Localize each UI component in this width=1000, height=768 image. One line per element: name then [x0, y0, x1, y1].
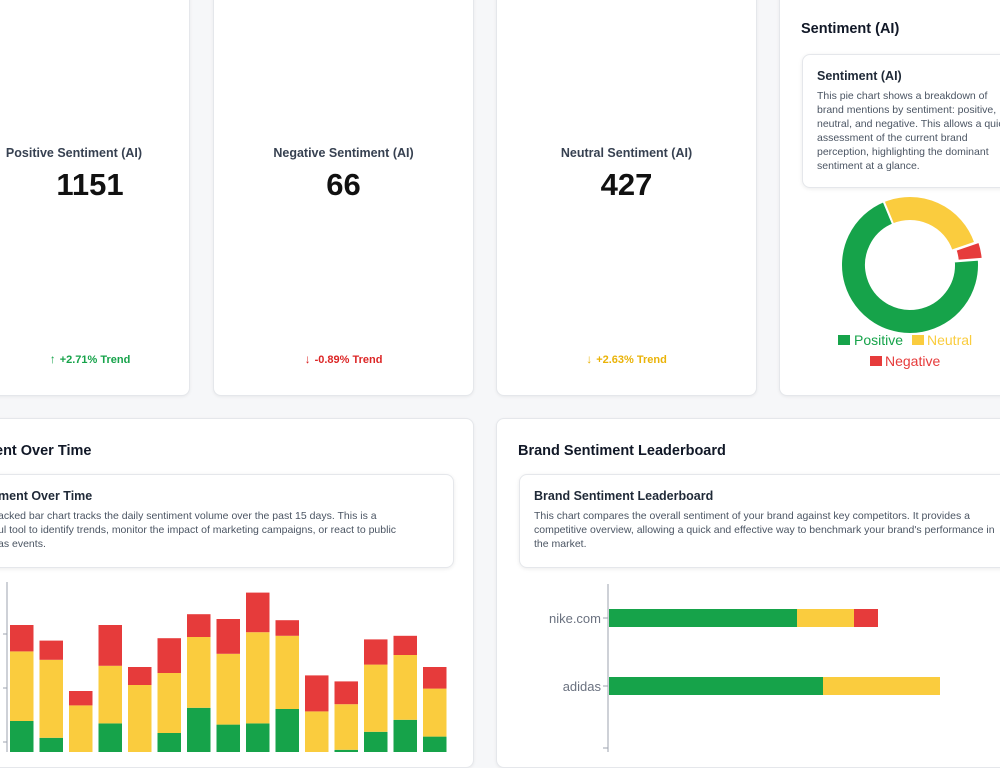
info-box: Brand Sentiment Leaderboard This chart c… [519, 474, 1000, 568]
info-description: acked bar chart tracks the daily sentime… [0, 510, 397, 550]
legend-label-negative: Negative [885, 353, 940, 369]
sentiment-pie-card: Sentiment (AI) Sentiment (AI) This pie c… [779, 0, 1000, 396]
bar-segment-negative[interactable] [334, 681, 359, 705]
bar-segment-negative[interactable] [39, 640, 64, 660]
bar-segment-neutral[interactable] [39, 659, 64, 738]
bar-segment-negative[interactable] [854, 609, 878, 627]
brand-label: adidas [563, 679, 602, 694]
bar-segment-negative[interactable] [423, 667, 447, 689]
bar-segment-neutral[interactable] [246, 632, 270, 724]
kpi-card-neutral: Neutral Sentiment (AI) 427 ↓ +2.63% Trend [496, 0, 757, 396]
bar-segment-negative[interactable] [157, 638, 182, 673]
pie-slice-neutral[interactable] [882, 195, 977, 252]
bar-segment-positive[interactable] [157, 733, 182, 752]
bar-segment-neutral[interactable] [128, 685, 152, 752]
info-box: Sentiment (AI) This pie chart shows a br… [802, 54, 1000, 188]
kpi-card-positive: Positive Sentiment (AI) 1151 ↑ +2.71% Tre… [0, 0, 190, 396]
bar-segment-neutral[interactable] [275, 635, 300, 709]
trend-down-icon: ↓ [304, 352, 311, 366]
bar-segment-neutral[interactable] [823, 677, 940, 695]
bar-segment-positive[interactable] [98, 723, 123, 752]
bar-segment-positive[interactable] [334, 749, 359, 752]
info-box: ment Over Time acked bar chart tracks th… [0, 474, 454, 568]
kpi-label: Neutral Sentiment (AI) [560, 146, 693, 160]
bar-segment-positive[interactable] [39, 737, 64, 752]
bar-segment-negative[interactable] [216, 619, 241, 654]
legend-swatch-positive [838, 335, 850, 345]
bar-segment-negative[interactable] [98, 625, 123, 666]
brand-label: nike.com [549, 611, 601, 626]
info-title: ment Over Time [0, 489, 93, 503]
kpi-card-negative: Negative Sentiment (AI) 66 ↓ -0.89% Trend [213, 0, 474, 396]
bar-segment-positive[interactable] [187, 707, 211, 752]
trend-text: -0.89% Trend [314, 354, 383, 366]
bar-segment-negative[interactable] [305, 675, 329, 712]
bar-segment-neutral[interactable] [364, 664, 388, 732]
bar-segment-negative[interactable] [275, 620, 300, 636]
info-description: This chart compares the overall sentimen… [534, 510, 995, 550]
bar-segment-neutral[interactable] [797, 609, 854, 627]
kpi-label: Positive Sentiment (AI) [5, 146, 143, 160]
kpi-label: Negative Sentiment (AI) [273, 146, 414, 160]
bar-segment-positive[interactable] [393, 719, 418, 752]
kpi-value: 66 [326, 167, 361, 202]
bar-segment-neutral[interactable] [187, 637, 211, 708]
bar-segment-neutral[interactable] [393, 655, 418, 720]
pie-slice-positive[interactable] [840, 199, 980, 335]
kpi-trend: ↑ +2.71% Trend [0, 352, 189, 366]
legend-label-positive: Positive [854, 332, 903, 348]
bar-segment-neutral[interactable] [305, 711, 329, 752]
bar-segment-positive[interactable] [423, 736, 447, 752]
bar-segment-neutral[interactable] [157, 673, 182, 733]
bar-segment-negative[interactable] [128, 667, 152, 685]
bar-segment-positive[interactable] [246, 723, 270, 752]
trend-text: +2.63% Trend [596, 354, 667, 366]
info-description: This pie chart shows a breakdown of bran… [817, 90, 1000, 172]
sentiment-donut-chart: Positive Neutral Negative [838, 195, 984, 369]
card-title: Sentiment (AI) [801, 21, 900, 37]
leaderboard-card: Brand Sentiment Leaderboard Brand Sentim… [496, 418, 1000, 768]
bar-segment-negative[interactable] [69, 691, 93, 706]
bar-segment-positive[interactable] [275, 709, 300, 752]
kpi-trend: ↓ +2.63% Trend [497, 352, 756, 366]
card-title: ent Over Time [0, 443, 92, 459]
trend-up-icon: ↑ [49, 352, 56, 366]
bar-segment-negative[interactable] [187, 614, 211, 637]
info-title: Brand Sentiment Leaderboard [534, 489, 714, 503]
stacked-bar-chart [3, 582, 447, 752]
bar-segment-negative[interactable] [364, 639, 388, 665]
bar-segment-neutral[interactable] [69, 705, 93, 752]
legend-swatch-neutral [912, 335, 924, 345]
info-title: Sentiment (AI) [817, 69, 902, 83]
bar-segment-positive[interactable] [609, 677, 823, 695]
pie-slice-negative[interactable] [954, 240, 984, 262]
bar-segment-neutral[interactable] [10, 651, 34, 721]
bar-segment-positive[interactable] [364, 731, 388, 752]
bar-segment-neutral[interactable] [423, 688, 447, 737]
legend-swatch-negative [870, 356, 882, 366]
leaderboard-bar-chart: nike.com adidas [549, 584, 940, 752]
trend-text: +2.71% Trend [59, 354, 131, 366]
card-title: Brand Sentiment Leaderboard [518, 443, 726, 459]
pie-legend: Positive Neutral Negative [838, 332, 972, 369]
bar-segment-negative[interactable] [246, 592, 270, 633]
bar-segment-positive[interactable] [216, 724, 241, 752]
bar-segment-neutral[interactable] [216, 653, 241, 725]
legend-label-neutral: Neutral [927, 332, 972, 348]
bar-segment-negative[interactable] [393, 635, 418, 655]
bar-segment-neutral[interactable] [334, 704, 359, 750]
kpi-value: 1151 [56, 167, 124, 202]
bar-segment-positive[interactable] [10, 721, 34, 752]
kpi-value: 427 [600, 167, 653, 202]
kpi-trend: ↓ -0.89% Trend [214, 352, 473, 366]
bar-segment-negative[interactable] [10, 625, 34, 652]
trend-down-icon: ↓ [586, 352, 593, 366]
bar-segment-neutral[interactable] [98, 665, 123, 724]
bar-segment-positive[interactable] [609, 609, 797, 627]
